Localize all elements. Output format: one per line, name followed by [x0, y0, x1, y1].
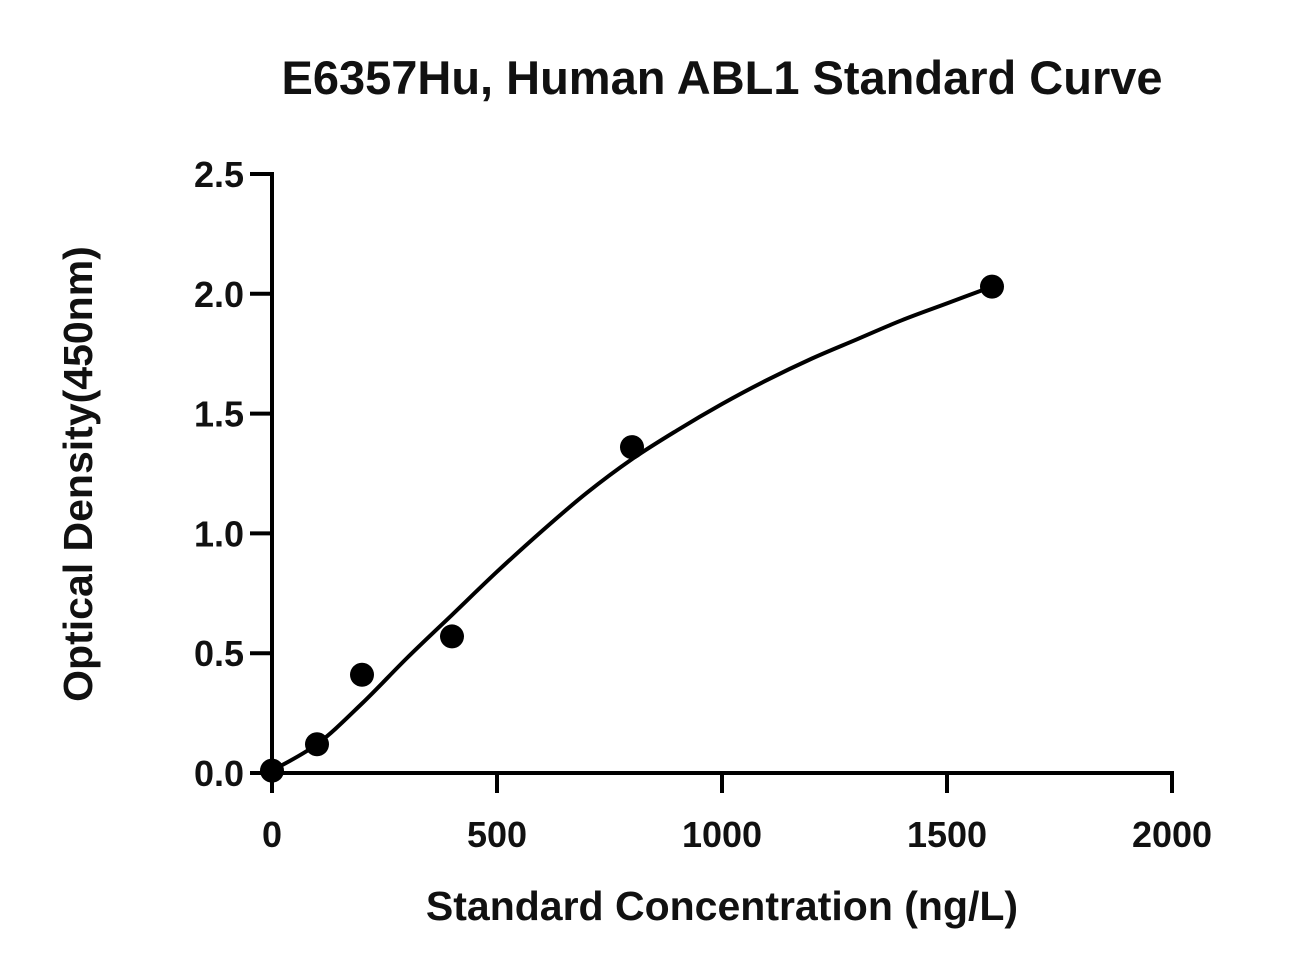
fit-curve	[270, 284, 994, 773]
data-point	[620, 435, 644, 460]
x-tick-label: 0	[262, 814, 282, 855]
x-tick-label: 2000	[1132, 814, 1212, 855]
data-points-layer	[260, 274, 1004, 783]
y-tick-label: 0.5	[194, 633, 244, 674]
x-tick-label: 1500	[907, 814, 987, 855]
data-point	[305, 732, 329, 757]
y-tick-label: 1.0	[194, 513, 244, 554]
data-point	[260, 758, 284, 783]
x-axis-label: Standard Concentration (ng/L)	[426, 883, 1018, 929]
tick-labels: 0 500 1000 1500 2000 0.0 0.5 1.0 1.5 2.0 2.5	[194, 154, 1212, 855]
axes	[250, 172, 1174, 793]
chart-title: E6357Hu, Human ABL1 Standard Curve	[281, 51, 1162, 104]
fit-curve-layer	[270, 284, 994, 773]
data-point	[980, 274, 1004, 299]
y-tick-label: 2.0	[194, 274, 244, 315]
y-tick-label: 2.5	[194, 154, 244, 195]
data-point	[440, 624, 464, 649]
data-point	[350, 662, 374, 687]
y-tick-label: 0.0	[194, 753, 244, 794]
y-tick-label: 1.5	[194, 394, 244, 435]
x-tick-label: 1000	[682, 814, 762, 855]
y-axis-label: Optical Density(450nm)	[55, 246, 101, 702]
x-tick-label: 500	[467, 814, 527, 855]
